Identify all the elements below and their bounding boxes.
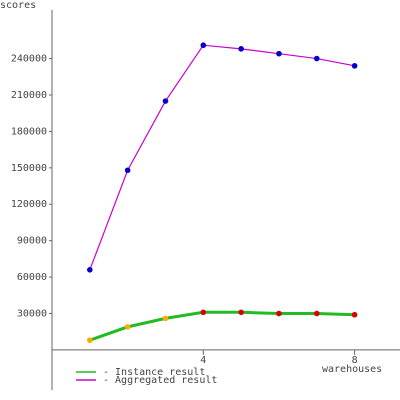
x-tick-label: 8 xyxy=(352,355,358,366)
point xyxy=(87,337,93,344)
y-tick-label: 90000 xyxy=(17,236,47,247)
point xyxy=(276,310,282,317)
point xyxy=(162,315,169,322)
y-tick-label: 120000 xyxy=(11,199,47,210)
point xyxy=(87,267,93,273)
y-tick-label: 30000 xyxy=(17,309,47,320)
point xyxy=(162,98,169,104)
y-tick-label: 240000 xyxy=(11,54,47,65)
legend-label: - Instance result xyxy=(103,367,205,378)
series-line xyxy=(89,310,355,342)
point xyxy=(276,50,282,57)
point xyxy=(238,46,244,52)
legend-label: - Aggregated result xyxy=(103,375,217,386)
point xyxy=(313,310,320,317)
point xyxy=(351,311,358,318)
point xyxy=(238,309,244,316)
series-line xyxy=(89,44,355,271)
y-tick-label: 150000 xyxy=(11,163,47,174)
y-tick-label: 210000 xyxy=(11,90,47,101)
y-tick-label: 180000 xyxy=(11,126,47,137)
point xyxy=(351,63,358,69)
point xyxy=(124,167,131,174)
point xyxy=(200,309,207,316)
x-tick-label: 4 xyxy=(200,355,206,366)
y-axis-label: scores xyxy=(0,0,36,11)
y-tick-label: 60000 xyxy=(17,272,47,283)
point xyxy=(124,324,131,330)
point xyxy=(200,42,207,49)
x-axis-label: warehouses xyxy=(322,364,382,375)
point xyxy=(313,55,320,62)
